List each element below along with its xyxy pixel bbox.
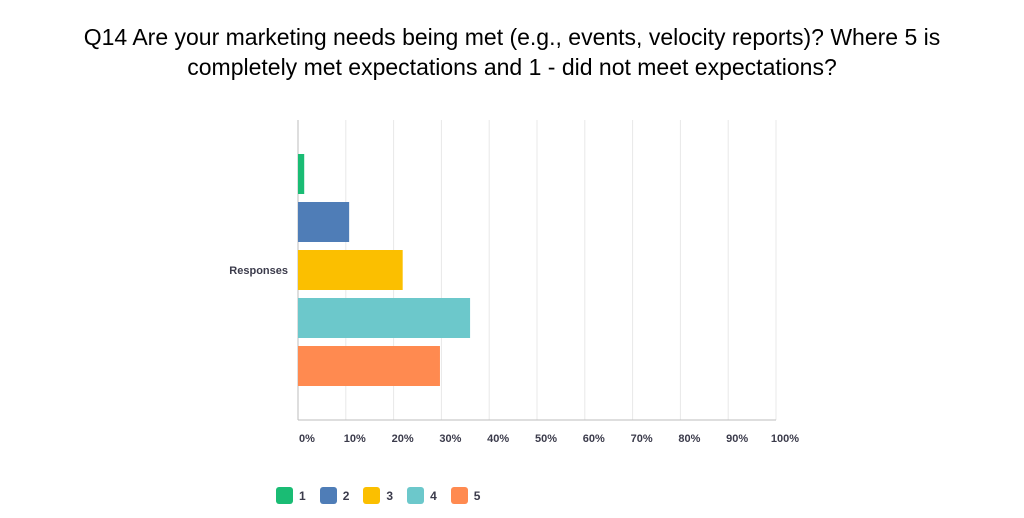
- chart-title-line-2: completely met expectations and 1 - did …: [187, 54, 837, 80]
- legend-label: 3: [386, 488, 394, 503]
- bar-series-1: [298, 154, 305, 194]
- legend-label: 1: [299, 488, 306, 503]
- x-tick-label: 30%: [439, 433, 461, 445]
- legend-item-1: 1: [276, 487, 306, 504]
- legend-swatch: [276, 487, 293, 504]
- legend-item-2: 2: [319, 487, 350, 504]
- x-tick-label: 0%: [299, 433, 315, 445]
- legend-label: 5: [473, 488, 481, 503]
- legend-swatch: [363, 487, 381, 504]
- bar-series-5: [298, 346, 440, 386]
- legend-swatch: [407, 487, 425, 504]
- x-tick-label: 100%: [771, 433, 799, 445]
- chart-title: Q14 Are your marketing needs being met (…: [20, 22, 1004, 82]
- x-tick-label: 80%: [678, 433, 700, 445]
- bar-series-2: [298, 202, 350, 242]
- chart-legend: 1 2 3 4 5: [276, 487, 494, 504]
- x-tick-label: 40%: [487, 433, 509, 445]
- legend-label: 2: [342, 488, 350, 503]
- chart-title-line-1: Q14 Are your marketing needs being met (…: [83, 24, 941, 50]
- legend-item-3: 3: [363, 487, 393, 504]
- bar-series-3: [298, 250, 403, 290]
- x-tick-label: 90%: [726, 433, 748, 445]
- category-label: Responses: [229, 265, 288, 277]
- legend-label: 4: [430, 488, 437, 503]
- legend-swatch: [319, 487, 337, 504]
- x-tick-label: 60%: [583, 433, 605, 445]
- x-tick-label: 70%: [631, 433, 653, 445]
- legend-item-4: 4: [407, 487, 437, 504]
- legend-swatch: [450, 487, 468, 504]
- legend-item-5: 5: [450, 487, 481, 504]
- bar-series-4: [298, 298, 471, 338]
- x-tick-label: 20%: [392, 433, 414, 445]
- x-tick-label: 50%: [535, 433, 557, 445]
- x-tick-label: 10%: [344, 433, 366, 445]
